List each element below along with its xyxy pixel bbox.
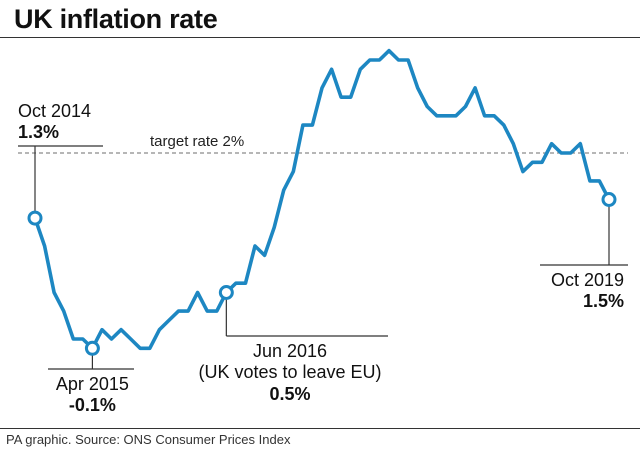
jun-2016-value-label: 0.5% <box>269 384 310 404</box>
jun-2016-note-label: (UK votes to leave EU) <box>198 362 381 382</box>
apr-2015-date-label: Apr 2015 <box>56 374 129 394</box>
oct-2014-date-label: Oct 2014 <box>18 101 91 121</box>
source-rule <box>0 428 640 429</box>
apr-2015-marker <box>84 340 100 356</box>
oct-2019-value-label: 1.5% <box>583 291 624 311</box>
chart-title: UK inflation rate <box>14 4 218 34</box>
target-rate-label: target rate 2% <box>150 133 244 150</box>
oct-2014-value-label: 1.3% <box>18 122 59 142</box>
title-rule <box>0 37 640 38</box>
oct-2014-marker <box>27 210 43 226</box>
oct-2019-date-label: Oct 2019 <box>551 270 624 290</box>
jun-2016-marker <box>218 285 234 300</box>
oct-2019-marker <box>601 192 617 207</box>
jun-2016-date-label: Jun 2016 <box>253 341 327 361</box>
inflation-series-line <box>33 48 611 351</box>
source-note: PA graphic. Source: ONS Consumer Prices … <box>6 432 291 447</box>
apr-2015-value-label: -0.1% <box>69 395 116 415</box>
